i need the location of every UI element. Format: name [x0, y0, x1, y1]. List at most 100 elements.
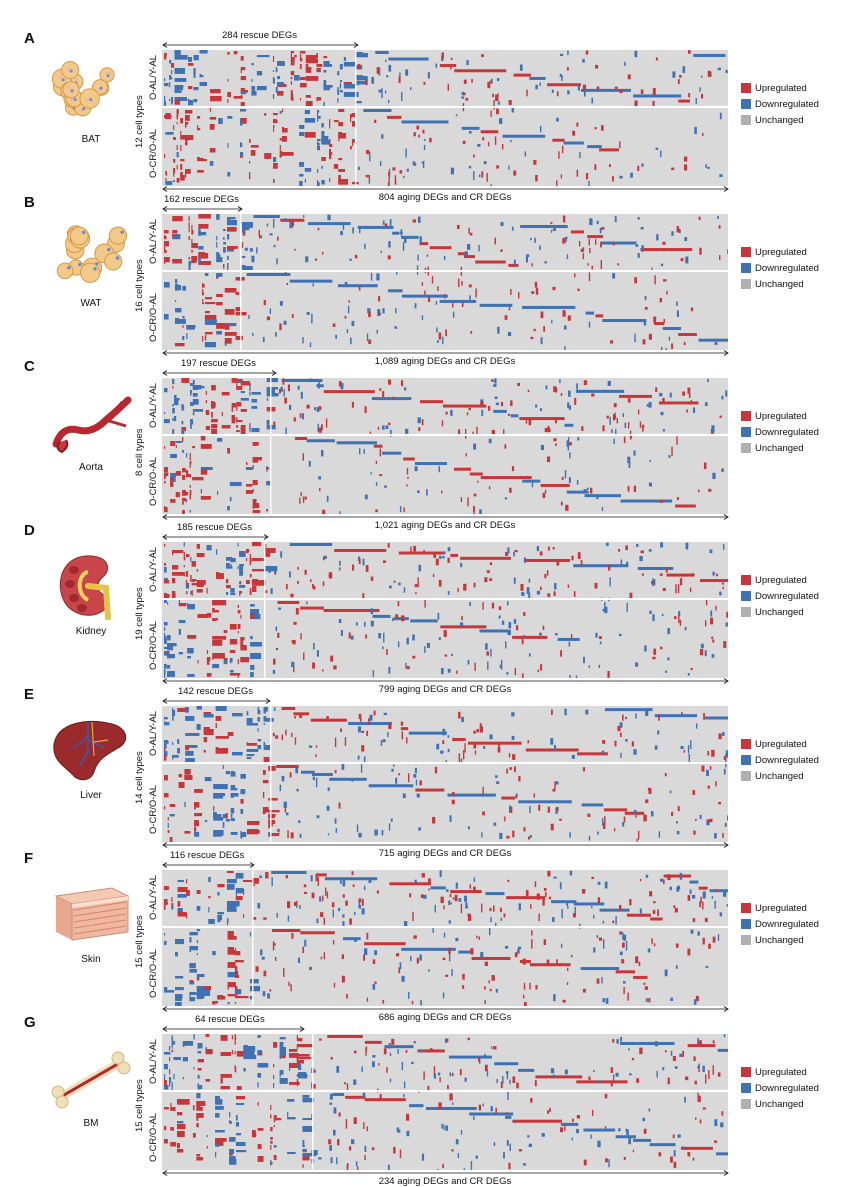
- row-separator: [162, 762, 728, 764]
- panel-letter: F: [24, 850, 34, 867]
- total-arrow: [162, 514, 729, 520]
- row-separator: [162, 106, 728, 108]
- legend-swatch-up: [741, 247, 751, 257]
- legend-label-up: Upregulated: [755, 574, 807, 586]
- row-label-cr: O-CR/O-AL: [148, 948, 159, 998]
- cell-types-label: 12 cell types: [134, 95, 145, 148]
- heatmap: [162, 50, 728, 186]
- legend-label-up: Upregulated: [755, 1066, 807, 1078]
- fat-icon: [56, 225, 128, 283]
- panel-e: E Liver 14 cell types O-AL/Y-AL O-CR/O-AL 142…: [0, 686, 860, 859]
- heatmap-background: [162, 214, 728, 350]
- legend: Upregulated Downregulated Unchanged: [741, 736, 819, 784]
- row-label-aging: O-AL/Y-AL: [148, 874, 159, 920]
- tissue-label: Liver: [80, 790, 102, 801]
- rescue-degs-label: 162 rescue DEGs: [164, 194, 239, 205]
- row-label-cr: O-CR/O-AL: [148, 292, 159, 342]
- legend-label-unchanged: Unchanged: [755, 114, 804, 126]
- row-label-aging: O-AL/Y-AL: [148, 1038, 159, 1084]
- legend-label-down: Downregulated: [755, 98, 819, 110]
- total-degs-label: 234 aging DEGs and CR DEGs: [378, 1176, 512, 1187]
- legend-label-down: Downregulated: [755, 918, 819, 930]
- panel-g: G BM 15 cell types O-AL/Y-AL O-CR/O-AL 64 res…: [0, 1014, 860, 1187]
- row-label-aging: O-AL/Y-AL: [148, 546, 159, 592]
- heatmap-background: [162, 870, 728, 1006]
- legend-label-down: Downregulated: [755, 590, 819, 602]
- legend-item-up: Upregulated: [741, 736, 819, 752]
- legend-swatch-up: [741, 903, 751, 913]
- rescue-arrow: [162, 42, 359, 48]
- legend-swatch-down: [741, 919, 751, 929]
- legend-item-unchanged: Unchanged: [741, 932, 819, 948]
- cell-types-label: 15 cell types: [134, 915, 145, 968]
- cell-types-label: 19 cell types: [134, 587, 145, 640]
- row-separator: [162, 598, 728, 600]
- total-arrow: [162, 350, 729, 356]
- rescue-arrow: [162, 534, 269, 540]
- total-degs-label: 1,089 aging DEGs and CR DEGs: [374, 356, 516, 367]
- row-label-cr: O-CR/O-AL: [148, 1112, 159, 1162]
- heatmap: [162, 378, 728, 514]
- row-separator: [162, 1090, 728, 1092]
- legend-swatch-down: [741, 591, 751, 601]
- legend: Upregulated Downregulated Unchanged: [741, 80, 819, 128]
- legend-item-down: Downregulated: [741, 588, 819, 604]
- legend-item-down: Downregulated: [741, 916, 819, 932]
- legend: Upregulated Downregulated Unchanged: [741, 244, 819, 292]
- total-degs-label: 799 aging DEGs and CR DEGs: [378, 684, 512, 695]
- bone-icon: [51, 1051, 131, 1109]
- row-label-aging: O-AL/Y-AL: [148, 382, 159, 428]
- legend-label-down: Downregulated: [755, 426, 819, 438]
- legend-label-up: Upregulated: [755, 738, 807, 750]
- legend-swatch-unchanged: [741, 771, 751, 781]
- legend-label-up: Upregulated: [755, 82, 807, 94]
- panel-letter: B: [24, 194, 35, 211]
- tissue-label: Aorta: [79, 462, 103, 473]
- legend-item-unchanged: Unchanged: [741, 1096, 819, 1112]
- legend-swatch-up: [741, 411, 751, 421]
- rescue-arrow: [162, 698, 271, 704]
- heatmap: [162, 214, 728, 350]
- cell-types-label: 16 cell types: [134, 259, 145, 312]
- row-label-cr: O-CR/O-AL: [148, 456, 159, 506]
- panel-letter: E: [24, 686, 35, 703]
- legend-swatch-up: [741, 739, 751, 749]
- legend-label-unchanged: Unchanged: [755, 934, 804, 946]
- legend-item-unchanged: Unchanged: [741, 604, 819, 620]
- legend-label-down: Downregulated: [755, 262, 819, 274]
- heatmap: [162, 1034, 728, 1170]
- legend-label-up: Upregulated: [755, 246, 807, 258]
- row-label-aging: O-AL/Y-AL: [148, 54, 159, 100]
- rescue-degs-label: 116 rescue DEGs: [170, 850, 245, 861]
- legend-item-down: Downregulated: [741, 1080, 819, 1096]
- legend-label-down: Downregulated: [755, 754, 819, 766]
- panel-c: C Aorta 8 cell types O-AL/Y-AL O-CR/O-AL 197 …: [0, 358, 860, 531]
- total-arrow: [162, 186, 729, 192]
- legend-label-up: Upregulated: [755, 410, 807, 422]
- heatmap: [162, 542, 728, 678]
- panel-letter: C: [24, 358, 35, 375]
- panel-f: F Skin 15 cell types O-AL/Y-AL O-CR/O-AL 116 …: [0, 850, 860, 1023]
- legend-item-up: Upregulated: [741, 1064, 819, 1080]
- cell-types-label: 15 cell types: [134, 1079, 145, 1132]
- tissue-label: BM: [83, 1118, 99, 1129]
- row-separator: [162, 926, 728, 928]
- legend-item-down: Downregulated: [741, 752, 819, 768]
- row-label-aging: O-AL/Y-AL: [148, 218, 159, 264]
- total-arrow: [162, 1006, 729, 1012]
- legend-swatch-unchanged: [741, 607, 751, 617]
- legend-swatch-unchanged: [741, 279, 751, 289]
- panel-d: D Kidney 19 cell types O-AL/Y-AL O-CR/O-AL 18…: [0, 522, 860, 695]
- legend: Upregulated Downregulated Unchanged: [741, 408, 819, 456]
- cell-types-label: 8 cell types: [134, 428, 145, 476]
- rescue-degs-label: 197 rescue DEGs: [181, 358, 256, 369]
- legend-swatch-down: [741, 99, 751, 109]
- skin-icon: [54, 887, 130, 941]
- heatmap-background: [162, 1034, 728, 1170]
- legend-swatch-down: [741, 427, 751, 437]
- legend-swatch-unchanged: [741, 1099, 751, 1109]
- rescue-degs-label: 64 rescue DEGs: [195, 1014, 265, 1025]
- legend-swatch-down: [741, 263, 751, 273]
- rescue-arrow: [162, 862, 255, 868]
- rescue-arrow: [162, 370, 277, 376]
